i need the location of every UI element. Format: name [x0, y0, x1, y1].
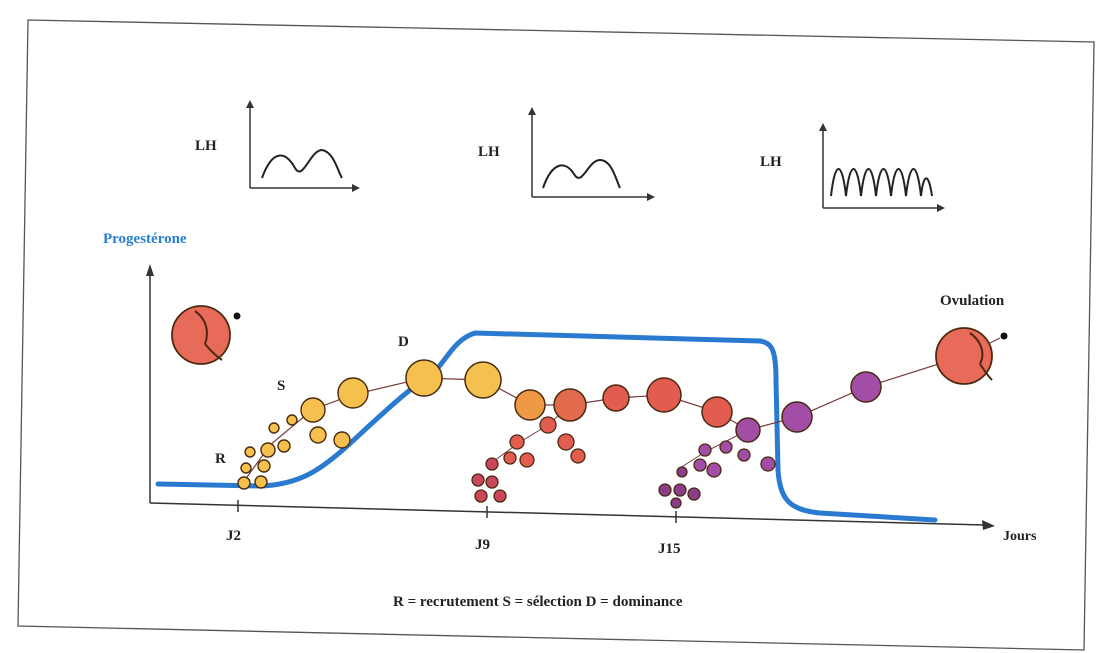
selection-cluster [300, 377, 369, 449]
follicle [277, 439, 291, 453]
progesterone-curve [155, 330, 938, 523]
legend-text: R = recrutement S = sélection D = domina… [393, 594, 683, 610]
follicle [514, 389, 546, 421]
lh-panel-3: LH [760, 123, 945, 212]
tick-label-j2: J2 [226, 528, 241, 544]
follicle [719, 440, 733, 454]
follicle [260, 442, 276, 458]
follicle [676, 466, 688, 478]
follicle [509, 434, 525, 450]
lh-curve-2 [542, 158, 621, 189]
follicle [850, 371, 882, 403]
follicle [485, 457, 499, 471]
tick-label-j9: J9 [475, 537, 490, 553]
ovulating-follicle-left [171, 305, 241, 365]
follicle [337, 377, 369, 409]
recruitment-marker: R [215, 451, 226, 467]
follicle [706, 462, 722, 478]
follicle [464, 361, 502, 399]
y-axis-arrow [146, 264, 154, 276]
follicle [503, 451, 517, 465]
follicle [257, 459, 271, 473]
follicle [687, 487, 701, 501]
follicle-growth-line [244, 337, 1001, 481]
recruitment-cluster [237, 414, 298, 490]
follicle [735, 417, 761, 443]
follicle [244, 446, 256, 458]
oocyte [233, 312, 241, 320]
follicle [570, 448, 586, 464]
lh-panel-2: LH [478, 107, 655, 201]
follicle [670, 497, 682, 509]
follicle [333, 431, 351, 449]
main-axes [146, 264, 995, 530]
follicle [471, 473, 485, 487]
x-axis-arrow [982, 520, 995, 530]
lh-curve-1 [261, 148, 343, 179]
follicle [268, 422, 280, 434]
x-ticks: J2 J9 J15 [226, 500, 681, 557]
follicle [557, 433, 575, 451]
follicle [237, 476, 251, 490]
ovulation-label: Ovulation [940, 293, 1005, 309]
follicle [602, 384, 630, 412]
follicle [309, 426, 327, 444]
follicle [286, 414, 298, 426]
third-wave-cluster [658, 440, 776, 509]
follicle [760, 456, 776, 472]
follicle [781, 401, 813, 433]
x-axis-label: Jours [1003, 529, 1037, 544]
follicle [539, 416, 557, 434]
follicle [240, 462, 252, 474]
follicle [646, 377, 682, 413]
lh-panel-1: LH [195, 100, 360, 192]
tick-label-j15: J15 [658, 541, 681, 557]
follicle [493, 489, 507, 503]
follicle [701, 396, 733, 428]
follicle [300, 397, 326, 423]
progesterone-label: Progestérone [103, 231, 187, 247]
follicle [485, 475, 499, 489]
ovulating-follicle-right [935, 327, 1008, 385]
follicle [553, 388, 587, 422]
lh-curve-3 [830, 168, 933, 197]
follicle [737, 448, 751, 462]
page-frame [17, 19, 1095, 651]
dominance-cluster [405, 359, 882, 443]
lh-label-2: LH [478, 144, 500, 160]
follicle [254, 475, 268, 489]
follicle [658, 483, 672, 497]
follicle [519, 452, 535, 468]
oocyte [1000, 332, 1008, 340]
lh-label-1: LH [195, 138, 217, 154]
second-wave-cluster [471, 416, 586, 503]
follicle [405, 359, 443, 397]
follicle [474, 489, 488, 503]
dominance-marker: D [398, 334, 409, 350]
selection-marker: S [277, 378, 285, 394]
lh-label-3: LH [760, 154, 782, 170]
follicle [698, 443, 712, 457]
follicle [673, 483, 687, 497]
follicle [693, 458, 707, 472]
